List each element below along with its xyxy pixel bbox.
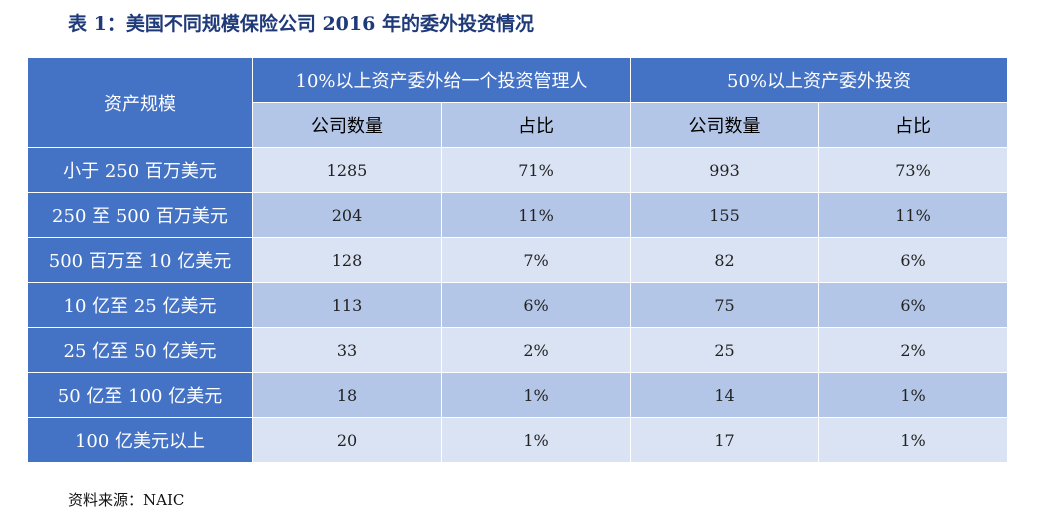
table-cell: 155 <box>630 192 820 238</box>
table-cell: 7% <box>440 237 632 283</box>
table-cell: 1% <box>818 417 1009 463</box>
table-cell: 14 <box>630 372 820 418</box>
subheader-count: 公司数量 <box>630 102 820 148</box>
investment-table: 资产规模 10%以上资产委外给一个投资管理人 50%以上资产委外投资 公司数量 … <box>27 57 1009 463</box>
table-cell: 20 <box>252 417 442 463</box>
table-cell: 33 <box>252 327 442 373</box>
row-label: 小于 250 百万美元 <box>27 147 253 193</box>
table-cell: 204 <box>252 192 442 238</box>
subheader-count: 公司数量 <box>252 102 442 148</box>
table-cell: 75 <box>630 282 820 328</box>
table-row: 100 亿美元以上 20 1% 17 1% <box>27 417 1009 463</box>
table-row: 25 亿至 50 亿美元 33 2% 25 2% <box>27 327 1009 373</box>
row-label: 100 亿美元以上 <box>27 417 253 463</box>
table-cell: 1% <box>440 372 632 418</box>
table-cell: 17 <box>630 417 820 463</box>
row-label: 500 百万至 10 亿美元 <box>27 237 253 283</box>
table-cell: 11% <box>440 192 632 238</box>
subheader-share: 占比 <box>818 102 1009 148</box>
table-cell: 18 <box>252 372 442 418</box>
table-cell: 6% <box>818 237 1009 283</box>
table-cell: 1% <box>818 372 1009 418</box>
group-header-10pct: 10%以上资产委外给一个投资管理人 <box>251 57 632 103</box>
table-title: 表 1：美国不同规模保险公司 2016 年的委外投资情况 <box>68 13 534 35</box>
table-cell: 82 <box>630 237 820 283</box>
row-label: 25 亿至 50 亿美元 <box>27 327 253 373</box>
table-row: 10 亿至 25 亿美元 113 6% 75 6% <box>27 282 1009 328</box>
table-cell: 993 <box>630 147 820 193</box>
source-note: 资料来源：NAIC <box>68 491 185 509</box>
table-row: 小于 250 百万美元 1285 71% 993 73% <box>27 147 1009 193</box>
table-row: 50 亿至 100 亿美元 18 1% 14 1% <box>27 372 1009 418</box>
table-cell: 6% <box>440 282 632 328</box>
table-cell: 11% <box>818 192 1009 238</box>
row-header-label: 资产规模 <box>27 57 253 148</box>
group-header-50pct: 50%以上资产委外投资 <box>630 57 1009 103</box>
row-label: 10 亿至 25 亿美元 <box>27 282 253 328</box>
row-label: 250 至 500 百万美元 <box>27 192 253 238</box>
table-cell: 1% <box>440 417 632 463</box>
table-cell: 1285 <box>252 147 442 193</box>
row-label: 50 亿至 100 亿美元 <box>27 372 253 418</box>
table-cell: 71% <box>440 147 632 193</box>
subheader-share: 占比 <box>440 102 632 148</box>
table-cell: 2% <box>818 327 1009 373</box>
table-cell: 73% <box>818 147 1009 193</box>
table-row: 250 至 500 百万美元 204 11% 155 11% <box>27 192 1009 238</box>
table-row: 500 百万至 10 亿美元 128 7% 82 6% <box>27 237 1009 283</box>
table-cell: 113 <box>252 282 442 328</box>
table-cell: 128 <box>252 237 442 283</box>
table-cell: 2% <box>440 327 632 373</box>
table-cell: 6% <box>818 282 1009 328</box>
table-cell: 25 <box>630 327 820 373</box>
